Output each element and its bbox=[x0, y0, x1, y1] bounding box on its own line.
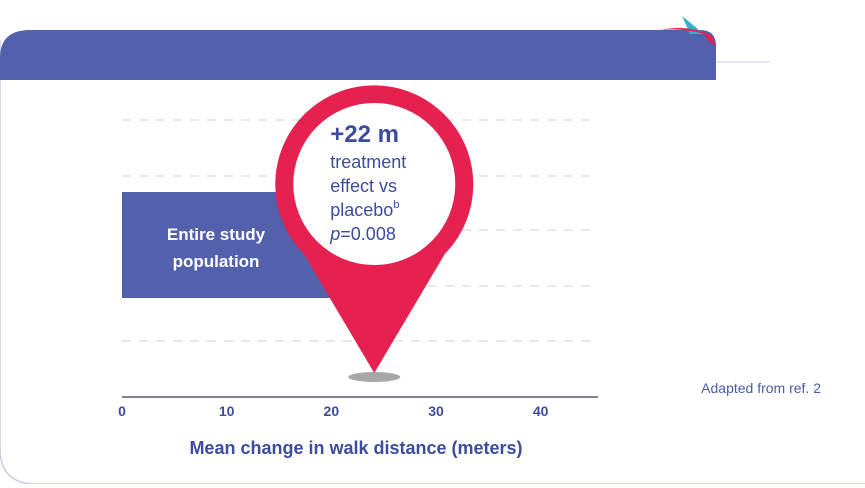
x-tick-label: 20 bbox=[324, 403, 340, 419]
x-tick-label: 30 bbox=[428, 403, 444, 419]
brand-logo-icon bbox=[660, 16, 716, 46]
x-tick-label: 0 bbox=[118, 403, 126, 419]
pin-shadow bbox=[348, 372, 401, 382]
callout-pvalue: p=0.008 bbox=[329, 224, 396, 244]
source-note: Adapted from ref. 2 bbox=[701, 380, 821, 396]
callout-p-value: =0.008 bbox=[340, 224, 396, 244]
callout-p-symbol: p bbox=[329, 224, 340, 244]
header-band bbox=[0, 30, 716, 80]
x-tick-label: 10 bbox=[219, 403, 235, 419]
callout-placebo: placebo bbox=[330, 200, 393, 220]
callout-line3: placebob bbox=[330, 199, 399, 220]
pin-inner-circle bbox=[293, 103, 456, 265]
callout-headline: +22 m bbox=[330, 121, 399, 148]
x-tick-labels: 0 10 20 30 40 bbox=[118, 403, 549, 419]
x-tick-label: 40 bbox=[533, 403, 549, 419]
callout-line1: treatment bbox=[330, 152, 406, 172]
map-pin-marker: +22 m treatment effect vs placebob p=0.0… bbox=[275, 85, 474, 382]
x-axis-title: Mean change in walk distance (meters) bbox=[189, 438, 522, 458]
bar-category-label-line2: population bbox=[173, 252, 260, 271]
callout-text: +22 m treatment effect vs placebob p=0.0… bbox=[329, 121, 406, 244]
callout-footnote-mark: b bbox=[393, 199, 399, 211]
callout-line2: effect vs bbox=[330, 176, 397, 196]
bar-category-label-line1: Entire study bbox=[167, 225, 266, 244]
